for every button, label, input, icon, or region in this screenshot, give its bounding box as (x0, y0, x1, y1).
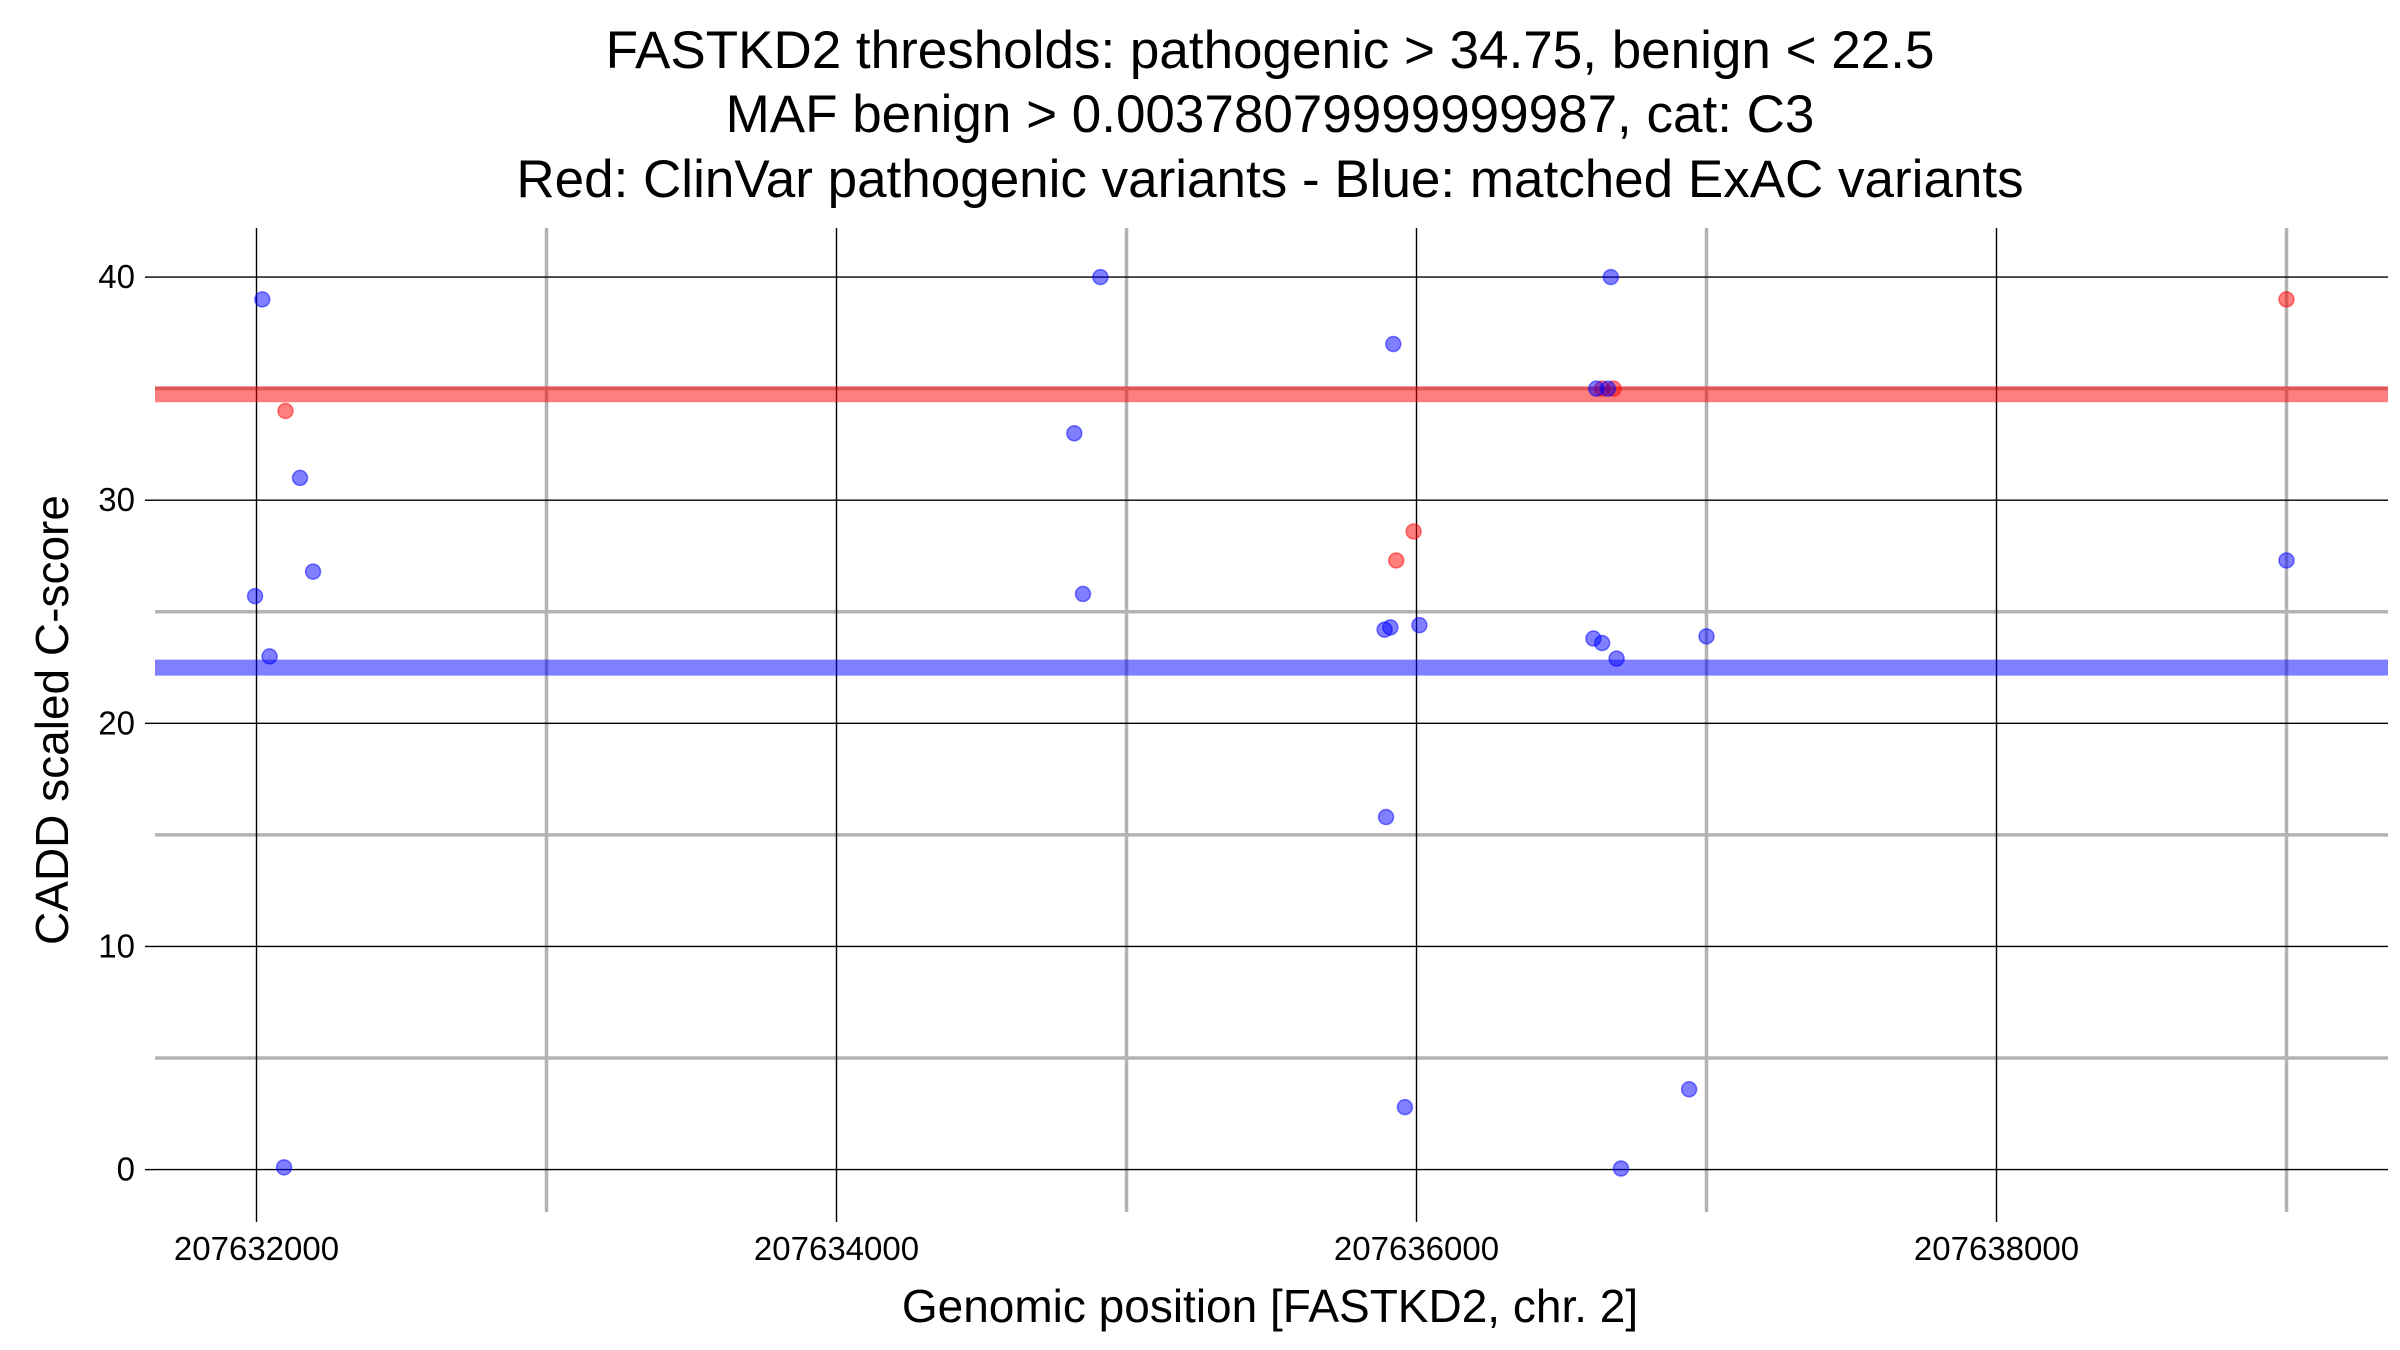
y-axis-title: CADD scaled C-score (26, 495, 78, 945)
clinvar-point (1387, 552, 1405, 569)
x-tick-label: 207638000 (1914, 1230, 2079, 1267)
title-line-1: FASTKD2 thresholds: pathogenic > 34.75, … (606, 21, 1935, 80)
exac-point (1599, 380, 1617, 397)
exac-point (275, 1159, 293, 1176)
exac-point (1612, 1160, 1630, 1177)
x-axis-ticks: 207632000 207634000 207636000 207638000 (174, 1212, 2079, 1267)
exac-point (1680, 1081, 1698, 1098)
clinvar-point (277, 402, 294, 420)
chart-title: FASTKD2 thresholds: pathogenic > 34.75, … (516, 21, 2023, 209)
x-axis-title: Genomic position [FASTKD2, chr. 2] (902, 1280, 1638, 1332)
exac-point (1385, 335, 1402, 353)
exac-point (1066, 425, 1083, 442)
major-gridlines (155, 228, 2388, 1212)
exac-point (1698, 628, 1715, 645)
exac-point (304, 563, 322, 580)
exac-point (1602, 268, 1620, 286)
y-tick-label: 40 (98, 258, 135, 295)
exac-point (246, 587, 264, 605)
title-line-2: MAF benign > 0.00378079999999987, cat: C… (726, 85, 1815, 144)
clinvar-point (2278, 291, 2295, 308)
threshold-lines (155, 386, 2388, 676)
minor-gridlines (155, 228, 2388, 1212)
exac-point (1092, 268, 1109, 286)
title-line-3: Red: ClinVar pathogenic variants - Blue:… (516, 150, 2023, 209)
exac-point (1411, 616, 1428, 634)
y-tick-label: 10 (98, 927, 135, 964)
x-tick-label: 207636000 (1334, 1230, 1499, 1267)
y-axis-ticks: 0 10 20 30 40 (98, 258, 155, 1188)
exac-point (1608, 650, 1625, 667)
y-tick-label: 0 (117, 1151, 135, 1188)
exac-point (1593, 634, 1611, 652)
exac-point (1382, 619, 1399, 636)
exac-point (1074, 585, 1092, 603)
y-tick-label: 20 (98, 704, 135, 741)
y-tick-label: 30 (98, 481, 135, 518)
exac-point (2278, 552, 2295, 569)
exac-point (1377, 808, 1395, 826)
exac-point (261, 648, 278, 665)
exac-point (1396, 1098, 1414, 1116)
x-tick-label: 207634000 (754, 1230, 919, 1267)
exac-point (291, 469, 309, 487)
data-points (246, 268, 2295, 1177)
clinvar-point (1405, 523, 1422, 540)
exac-point (254, 291, 271, 308)
x-tick-label: 207632000 (174, 1230, 339, 1267)
